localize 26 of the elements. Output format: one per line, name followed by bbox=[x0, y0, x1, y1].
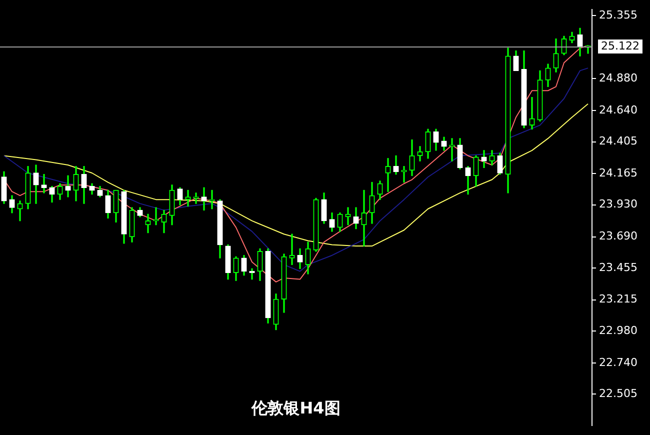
candlestick bbox=[41, 174, 47, 194]
candlestick bbox=[185, 190, 191, 207]
candlestick bbox=[385, 158, 391, 192]
candlestick bbox=[193, 192, 199, 204]
candlestick bbox=[201, 187, 207, 211]
candlestick bbox=[529, 96, 535, 130]
candlestick bbox=[65, 175, 71, 198]
y-tick-label: 24.165 bbox=[599, 166, 638, 180]
y-tick-label: 23.690 bbox=[599, 230, 638, 243]
candlestick bbox=[401, 166, 407, 183]
y-tick-label: 23.455 bbox=[599, 260, 638, 274]
text: 伦敦银H4图 bbox=[250, 398, 340, 418]
y-tick-label: 22.505 bbox=[599, 387, 638, 400]
y-tick-label: 22.980 bbox=[599, 324, 638, 337]
y-tick-label: 24.880 bbox=[599, 72, 638, 85]
ref-line-label: 25.122 bbox=[601, 39, 640, 52]
y-tick-label: 24.405 bbox=[599, 134, 638, 148]
candlestick bbox=[289, 234, 295, 265]
y-tick-label: 24.640 bbox=[599, 103, 638, 116]
y-tick-label: 23.930 bbox=[599, 198, 638, 211]
candlestick bbox=[249, 268, 255, 280]
y-tick-label: 22.740 bbox=[599, 356, 638, 369]
y-tick-label: 23.215 bbox=[599, 292, 638, 306]
y-tick-label: 25.355 bbox=[599, 8, 638, 22]
candlestick bbox=[145, 214, 151, 234]
candlestick bbox=[361, 190, 367, 246]
